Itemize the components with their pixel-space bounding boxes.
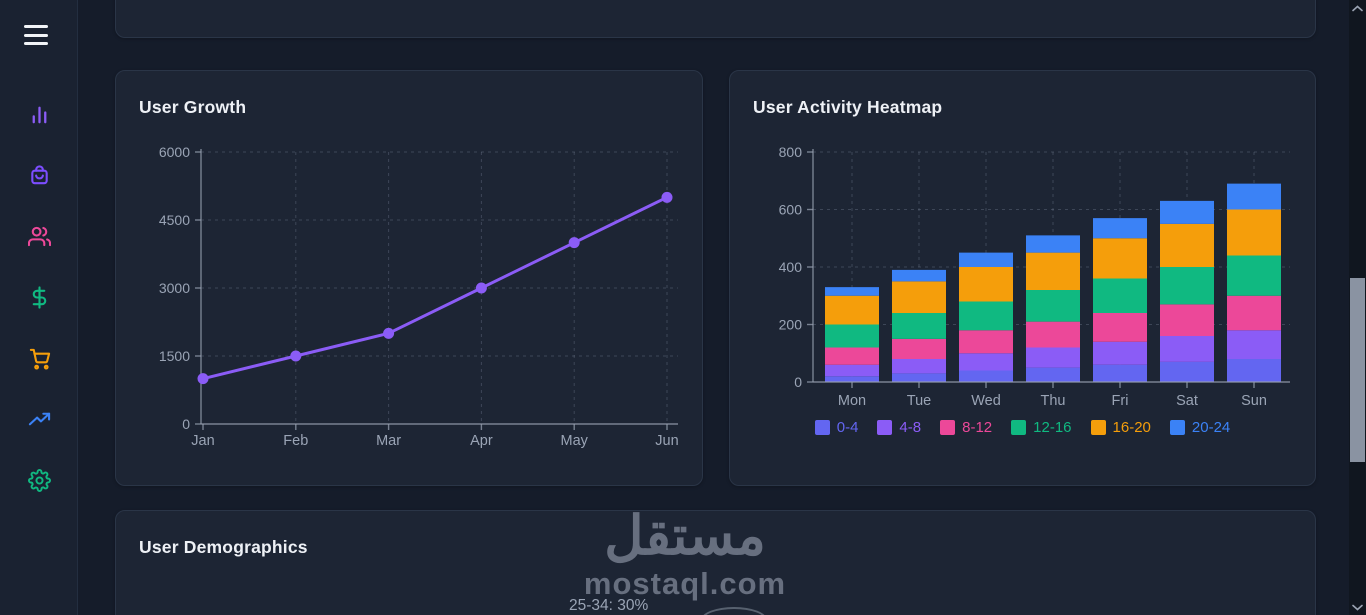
svg-text:0: 0	[182, 416, 190, 432]
svg-text:Mon: Mon	[838, 393, 866, 409]
user-growth-line-chart[interactable]: 0 1500 3000 4500 6000 Jan Feb Mar Apr May Jun	[116, 131, 704, 487]
svg-text:Sat: Sat	[1176, 393, 1198, 409]
demographics-segment-label: 25-34: 30%	[569, 597, 649, 614]
trending-up-icon	[28, 412, 50, 425]
sidebar-item-customers[interactable]	[27, 224, 51, 248]
legend-swatch	[877, 420, 893, 435]
sidebar-item-revenue[interactable]	[27, 285, 51, 309]
users-icon	[27, 226, 51, 246]
demographics-title: User Demographics	[139, 537, 308, 557]
svg-text:May: May	[560, 433, 588, 449]
legend-label: 0-4	[836, 419, 859, 436]
svg-text:600: 600	[779, 202, 803, 218]
sidebar-item-analytics[interactable]	[27, 102, 51, 126]
svg-text:Jan: Jan	[191, 433, 214, 449]
sidebar-nav	[0, 102, 78, 492]
legend-item[interactable]: 4-8	[877, 419, 921, 436]
legend-item[interactable]: 8-12	[940, 419, 992, 436]
gear-icon	[27, 468, 51, 492]
svg-text:4500: 4500	[159, 212, 190, 228]
scrollbar-thumb[interactable]	[1350, 278, 1365, 462]
scroll-down-icon[interactable]	[1349, 599, 1366, 615]
shopping-bag-icon	[30, 164, 48, 184]
card-user-growth: User Growth 0 1500 3000 4500 6000 Jan Feb Mar Ap…	[115, 70, 703, 486]
legend-swatch	[940, 420, 956, 435]
svg-text:Wed: Wed	[971, 393, 1001, 409]
bar-chart-icon	[32, 106, 46, 123]
card-activity-heatmap: User Activity Heatmap 0 200 400 600 800 Mon Tu…	[729, 70, 1316, 486]
legend-swatch	[1169, 420, 1185, 435]
heatmap-legend: 0-4 4-8 8-12 12-16 16-20 20-24	[730, 419, 1315, 436]
svg-text:Mar: Mar	[376, 433, 401, 449]
hamburger-menu-icon[interactable]	[24, 25, 48, 45]
legend-item[interactable]: 12-16	[1011, 419, 1072, 436]
svg-text:200: 200	[779, 317, 803, 333]
activity-heatmap-bar-chart[interactable]: 0 200 400 600 800 Mon Tue Wed Thu Fri Sat Sun	[730, 131, 1317, 431]
card-partial-top	[115, 0, 1316, 38]
sidebar	[0, 0, 78, 615]
legend-label: 8-12	[962, 419, 993, 436]
sidebar-item-trends[interactable]	[27, 407, 51, 431]
svg-text:Jun: Jun	[655, 433, 678, 449]
legend-item[interactable]: 16-20	[1090, 419, 1151, 436]
card-demographics: User Demographics 25-34: 30%	[115, 510, 1316, 615]
legend-label: 12-16	[1033, 419, 1072, 436]
svg-text:400: 400	[779, 259, 803, 275]
sidebar-item-cart[interactable]	[27, 346, 51, 370]
svg-text:6000: 6000	[159, 144, 190, 160]
dollar-icon	[32, 285, 46, 309]
svg-text:Fri: Fri	[1112, 393, 1129, 409]
legend-swatch	[1090, 420, 1106, 435]
vertical-scrollbar[interactable]	[1349, 0, 1366, 615]
legend-swatch	[1011, 420, 1027, 435]
svg-text:0: 0	[794, 374, 802, 390]
svg-text:Sun: Sun	[1241, 393, 1267, 409]
svg-text:1500: 1500	[159, 348, 190, 364]
svg-text:800: 800	[779, 144, 803, 160]
sidebar-item-settings[interactable]	[27, 468, 51, 492]
legend-label: 4-8	[899, 419, 922, 436]
activity-heatmap-title: User Activity Heatmap	[753, 97, 943, 117]
svg-text:Tue: Tue	[907, 393, 931, 409]
svg-text:Thu: Thu	[1041, 393, 1066, 409]
scroll-up-icon[interactable]	[1349, 0, 1366, 16]
legend-swatch	[814, 420, 830, 435]
main-content: User Growth 0 1500 3000 4500 6000 Jan Feb Mar Ap…	[78, 0, 1349, 615]
svg-text:3000: 3000	[159, 280, 190, 296]
cart-icon	[29, 348, 50, 370]
legend-item[interactable]: 20-24	[1169, 419, 1231, 436]
legend-label: 20-24	[1191, 419, 1231, 436]
svg-text:Apr: Apr	[470, 433, 493, 449]
pie-chart-top-arc	[701, 607, 767, 615]
legend-item[interactable]: 0-4	[814, 419, 859, 436]
svg-text:Feb: Feb	[283, 433, 308, 449]
user-growth-title: User Growth	[139, 97, 247, 117]
sidebar-item-orders[interactable]	[27, 163, 51, 187]
legend-label: 16-20	[1112, 419, 1151, 436]
